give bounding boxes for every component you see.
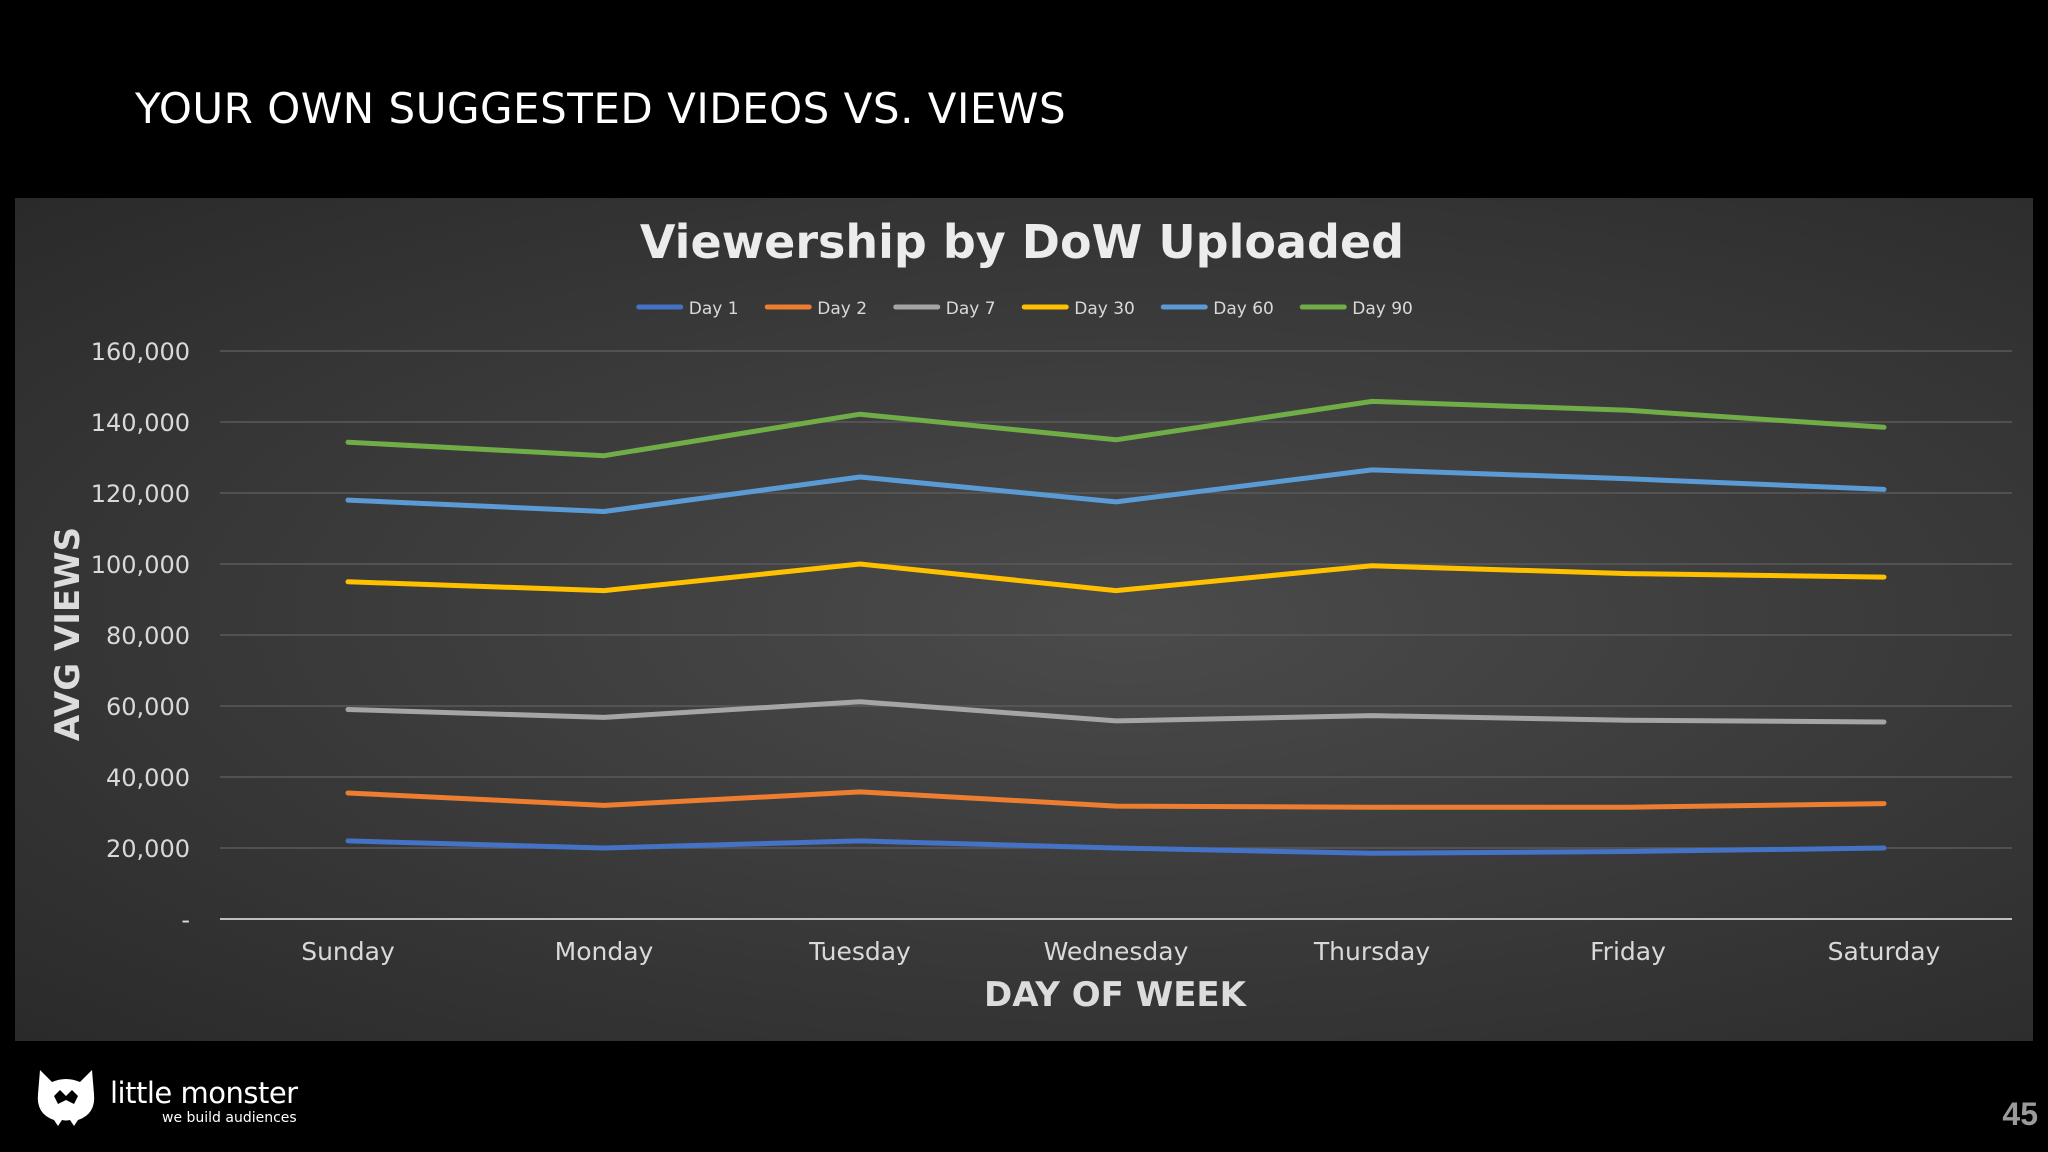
series-line-day-1 [345,838,1887,856]
y-tick-label: 60,000 [106,693,190,721]
series-line-day-7 [345,699,1887,725]
page-number: 45 [2002,1096,2038,1132]
chart-title: Viewership by DoW Uploaded [640,215,1404,269]
x-tick-label: Friday [1590,937,1666,966]
y-tick-label: 120,000 [91,480,190,508]
slide-title: YOUR OWN SUGGESTED VIDEOS VS. VIEWS [135,84,1067,133]
legend-label: Day 90 [1352,299,1413,319]
chart-panel: Viewership by DoW Uploaded Day 1 Day 2 Day… [15,198,2033,1041]
chart-series [345,398,1887,856]
x-axis-ticks: Sunday Monday Tuesday Wednesday Thursday Frid… [301,937,1940,966]
y-tick-label: 100,000 [91,551,190,579]
legend-label: Day 1 [689,299,739,319]
y-tick-label: 40,000 [106,764,190,792]
y-axis-label: AVG VIEWS [48,527,88,741]
x-tick-label: Tuesday [808,937,911,966]
series-line-day-2 [345,789,1887,810]
brand-tagline: we build audiences [162,1110,297,1126]
x-axis-label: DAY OF WEEK [984,975,1248,1015]
x-tick-label: Saturday [1828,937,1941,966]
series-line-day-30 [345,561,1887,594]
series-line-day-60 [345,467,1887,514]
monster-cat-icon [37,1070,95,1126]
legend-label: Day 2 [817,299,867,319]
brand-name: little monster [110,1076,298,1110]
brand-logo: little monster we build audiences [34,1066,304,1128]
legend-label: Day 30 [1074,299,1135,319]
y-tick-label: 160,000 [91,338,190,366]
y-axis-ticks: - 20,000 40,000 60,000 80,000 100,000 120,000 1… [91,338,190,934]
y-tick-label: - [181,906,190,934]
legend-label: Day 7 [946,299,996,319]
x-tick-label: Wednesday [1044,937,1189,966]
x-tick-label: Monday [555,937,654,966]
line-chart: Viewership by DoW Uploaded Day 1 Day 2 Day… [48,215,2012,1015]
chart-legend: Day 1 Day 2 Day 7 Day 30 Day 60 Day 90 [636,299,1413,319]
x-tick-label: Thursday [1313,937,1430,966]
chart-gridlines [220,350,2012,920]
x-tick-label: Sunday [301,937,395,966]
y-tick-label: 80,000 [106,622,190,650]
series-line-day-90 [345,398,1887,459]
y-tick-label: 20,000 [106,835,190,863]
y-tick-label: 140,000 [91,409,190,437]
legend-label: Day 60 [1213,299,1274,319]
